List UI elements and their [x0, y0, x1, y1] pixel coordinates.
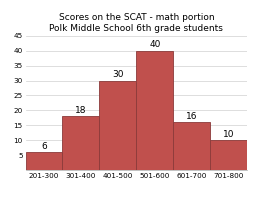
Text: 18: 18: [75, 106, 86, 115]
Bar: [136, 51, 173, 170]
Bar: [99, 81, 136, 170]
Text: 10: 10: [222, 130, 234, 139]
Text: 6: 6: [41, 142, 47, 151]
Text: 16: 16: [185, 112, 197, 121]
Text: 30: 30: [112, 70, 123, 79]
Bar: [173, 122, 210, 170]
Title: Scores on the SCAT - math portion
Polk Middle School 6th grade students: Scores on the SCAT - math portion Polk M…: [49, 13, 223, 33]
Bar: [62, 116, 99, 170]
Bar: [210, 140, 246, 170]
Bar: [25, 152, 62, 170]
Text: 40: 40: [149, 40, 160, 49]
